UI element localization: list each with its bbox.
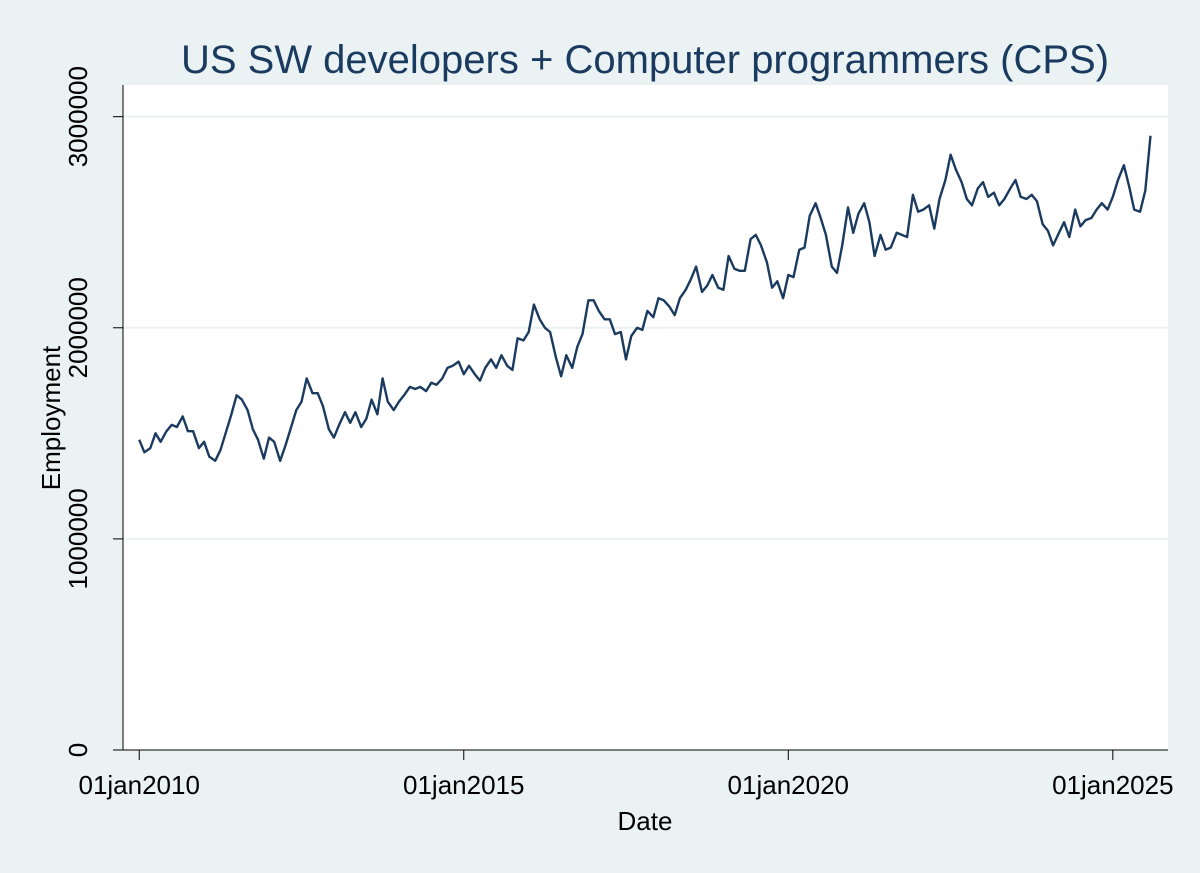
chart-title: US SW developers + Computer programmers … [181, 38, 1109, 82]
gridlines [123, 115, 1168, 540]
series-line [138, 135, 1152, 462]
series-group [138, 135, 1152, 462]
y-tick-label: 1000000 [63, 488, 93, 589]
x-axis-ticks: 01jan2010 01jan2015 01jan2020 01jan2025 [78, 750, 1174, 800]
x-tick-label: 01jan2025 [1052, 770, 1173, 800]
y-tick-label: 3000000 [63, 66, 93, 167]
x-tick-label: 01jan2020 [728, 770, 849, 800]
x-tick-label: 01jan2015 [403, 770, 524, 800]
x-axis-title: Date [618, 806, 673, 836]
x-tick-label: 01jan2010 [78, 770, 199, 800]
y-axis-ticks: 0 1000000 2000000 3000000 [63, 66, 123, 757]
y-axis-title: Employment [36, 345, 66, 490]
plot-area [123, 85, 1168, 750]
y-tick-label: 0 [63, 743, 93, 757]
y-tick-label: 2000000 [63, 277, 93, 378]
